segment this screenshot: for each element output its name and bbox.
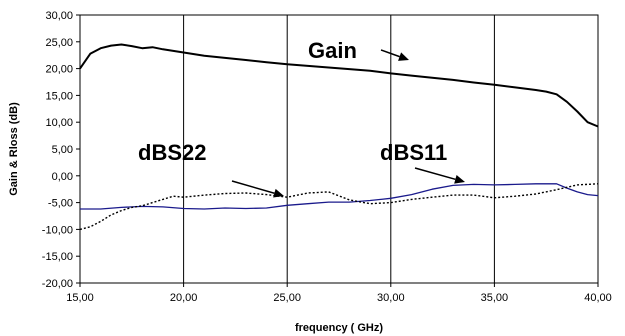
x-tick-label: 40,00 [584,292,612,304]
series-line-dbs22 [79,183,599,231]
series-line-gain [79,43,599,128]
annotation-dbs11-label: dBS11 [380,140,447,165]
y-tick-label: 5,00 [52,144,73,156]
plot-background [80,15,598,283]
annotation-dbs11-arrow [414,167,456,181]
y-tick-label: -10,00 [42,224,73,236]
y-tick-label: -15,00 [42,251,73,263]
x-tick-label: 15,00 [66,292,94,304]
y-tick-label: 0,00 [52,171,73,183]
annotation-dbs11-arrowhead [454,174,465,184]
y-axis-title: Gain & Rloss (dB) [8,102,20,196]
x-tick-label: 35,00 [481,292,509,304]
series-layer [79,43,599,231]
y-tick-label: 10,00 [45,117,73,129]
x-tick-label: 30,00 [377,292,405,304]
y-axis-ticks: 30,00 25,00 20,00 15,00 10,00 5,00 0,00 -5,00 -1… [42,10,80,290]
grid-lines [183,15,495,283]
x-tick-label: 20,00 [170,292,198,304]
annotation-dbs22-arrow [231,180,275,194]
annotation-dbs22-arrowhead [273,188,284,198]
annotations: Gain dBS22 dBS11 [138,38,465,198]
annotation-gain-arrowhead [398,52,409,61]
x-tick-label: 25,00 [273,292,301,304]
annotation-gain-arrow [380,49,400,58]
y-tick-label: 30,00 [45,10,73,22]
y-tick-label: 20,00 [45,64,73,76]
y-tick-label: 15,00 [45,90,73,102]
x-axis-ticks: 15,00 20,00 25,00 30,00 35,00 40,00 [66,283,612,304]
y-tick-label: -5,00 [48,198,73,210]
y-tick-label: 25,00 [45,37,73,49]
plot-area [79,14,599,284]
annotation-dbs22-label: dBS22 [138,140,206,165]
annotation-gain-label: Gain [308,38,357,63]
y-tick-label: -20,00 [42,278,73,290]
x-axis-title: frequency ( GHz) [295,322,383,334]
